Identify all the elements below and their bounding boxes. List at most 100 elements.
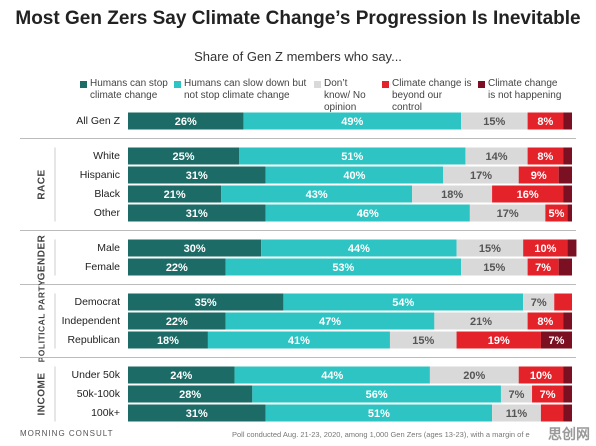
chart-title: Most Gen Zers Say Climate Change’s Progr… — [15, 8, 581, 29]
bar-segment — [540, 331, 572, 349]
bar-segment — [429, 366, 519, 384]
bar-segment — [563, 112, 572, 130]
value-label: 46% — [357, 208, 379, 220]
value-label: 15% — [483, 116, 505, 128]
value-label: 21% — [164, 189, 186, 201]
value-label: 17% — [470, 170, 492, 182]
category-label: Democrat — [74, 296, 120, 308]
value-label: 44% — [321, 370, 343, 382]
bar-segment — [265, 166, 444, 184]
value-label: 28% — [179, 389, 201, 401]
value-label: 7% — [540, 389, 556, 401]
legend-label: Humans can slow down but not stop climat… — [184, 78, 307, 101]
bar-segment — [567, 204, 572, 222]
bar-segment — [518, 366, 564, 384]
bar-segment — [456, 331, 541, 349]
bar-segment — [461, 258, 528, 276]
value-label: 31% — [186, 208, 208, 220]
bar-segment — [545, 204, 568, 222]
value-label: 18% — [157, 335, 179, 347]
bar-segment — [563, 404, 572, 422]
category-label: Independent — [62, 315, 120, 327]
value-label: 21% — [470, 316, 492, 328]
value-label: 51% — [341, 151, 363, 163]
bar-segment — [523, 293, 555, 311]
category-label: Male — [97, 242, 120, 254]
bar-segment — [128, 331, 208, 349]
category-label: 100k+ — [91, 407, 120, 419]
bar-segment — [469, 204, 546, 222]
bar-segment — [239, 147, 466, 165]
value-label: 18% — [441, 189, 463, 201]
value-label: 9% — [531, 170, 547, 182]
bar-segment — [412, 185, 493, 203]
bar-segment — [527, 312, 564, 330]
bar-segment — [128, 239, 262, 257]
value-label: 7% — [531, 297, 547, 309]
value-label: 14% — [486, 151, 508, 163]
value-label: 24% — [170, 370, 192, 382]
bar-segment — [434, 312, 528, 330]
legend-item: Climate change is not happening — [478, 78, 562, 114]
category-label: Other — [94, 207, 121, 219]
bar-segment — [221, 185, 413, 203]
legend: Humans can stop climate change Humans can… — [80, 78, 562, 114]
category-label: Under 50k — [72, 369, 121, 381]
value-label: 8% — [537, 316, 553, 328]
value-label: 8% — [537, 151, 553, 163]
bar-segment — [527, 147, 564, 165]
bar-segment — [563, 385, 572, 403]
bar-segment — [252, 385, 501, 403]
bar-segment — [225, 312, 435, 330]
bar-segment — [443, 166, 519, 184]
value-label: 30% — [184, 243, 206, 255]
value-label: 15% — [483, 262, 505, 274]
bar-segment — [128, 185, 222, 203]
value-label: 49% — [341, 116, 363, 128]
category-label: All Gen Z — [76, 115, 120, 127]
bar-segment — [128, 112, 244, 130]
bar-segment — [492, 404, 541, 422]
value-label: 41% — [288, 335, 310, 347]
group-label: INCOME — [37, 373, 48, 416]
value-label: 10% — [530, 370, 552, 382]
bar-segment — [527, 258, 559, 276]
legend-label: Don’t know/ No opinion — [324, 78, 366, 113]
value-label: 15% — [412, 335, 434, 347]
bar-segment — [500, 385, 533, 403]
group-label: POLITICAL PARTY — [36, 280, 46, 363]
bar-segment — [527, 112, 564, 130]
bar-segment — [389, 331, 457, 349]
legend-item: Don’t know/ No opinion — [314, 78, 376, 114]
value-label: 16% — [517, 189, 539, 201]
legend-swatch — [80, 81, 87, 88]
bar-segment — [128, 404, 266, 422]
value-label: 5% — [549, 208, 565, 220]
category-label: White — [93, 150, 120, 162]
bar-segment — [128, 147, 239, 165]
value-label: 35% — [195, 297, 217, 309]
category-label: Hispanic — [80, 169, 120, 181]
bar-segment — [128, 312, 226, 330]
value-label: 56% — [366, 389, 388, 401]
legend-item: Climate change is beyond our control — [382, 78, 472, 114]
bar-segment — [558, 258, 572, 276]
bar-segment — [128, 385, 253, 403]
legend-swatch — [382, 81, 389, 88]
bar-segment — [207, 331, 390, 349]
bar-segment — [456, 239, 524, 257]
bar-segment — [567, 239, 577, 257]
value-label: 19% — [488, 335, 510, 347]
value-label: 11% — [506, 408, 528, 420]
bar-segment — [465, 147, 528, 165]
bar-segment — [128, 293, 284, 311]
value-label: 31% — [186, 408, 208, 420]
category-label: Female — [85, 261, 120, 273]
note: Poll conducted Aug. 21-23, 2020, among 1… — [232, 430, 530, 439]
legend-item: Humans can slow down but not stop climat… — [174, 78, 308, 114]
legend-label: Climate change is not happening — [488, 78, 562, 101]
value-label: 7% — [549, 335, 565, 347]
legend-swatch — [174, 81, 181, 88]
source: MORNING CONSULT — [20, 429, 114, 438]
